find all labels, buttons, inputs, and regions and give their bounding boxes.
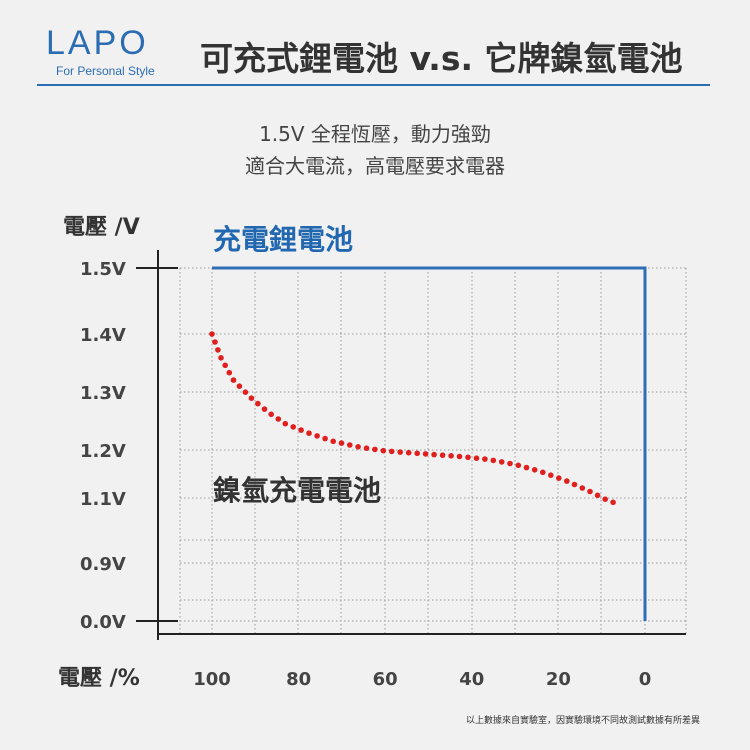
series-nimh-point <box>540 469 546 476</box>
series-nimh-point <box>209 331 215 337</box>
series-nimh-point <box>222 362 228 369</box>
series-nimh-point <box>372 446 378 453</box>
y-tick-label: 1.5V <box>80 259 126 280</box>
series-nimh-point <box>448 453 454 459</box>
x-tick-label: 60 <box>373 669 398 690</box>
series-nimh-point <box>602 496 608 503</box>
series-nimh-point <box>473 455 480 462</box>
header-divider <box>37 84 710 86</box>
series-nimh-point <box>261 406 268 412</box>
chart-labels: 電壓 /V 電壓 /% 充電鋰電池 鎳氫充電電池 1.5V 1.4V 1.3V 1.2… <box>58 215 651 691</box>
footnote: 以上數據來自實驗室，因實驗環境不同故測試數據有所差異 <box>465 716 700 726</box>
series-nimh-point <box>531 467 538 473</box>
series-nimh-point <box>338 440 345 446</box>
y-tick-label: 1.3V <box>80 383 126 404</box>
x-tick-label: 80 <box>286 669 311 690</box>
series-label-nimh: 鎳氫充電電池 <box>213 474 381 507</box>
chart-axes <box>136 250 686 640</box>
series-lithium-line <box>212 266 647 621</box>
series-nimh-point <box>515 462 522 469</box>
series-nimh-point <box>314 433 320 439</box>
lapo-logo: LAPO For Personal Style <box>46 24 186 80</box>
series-nimh-point <box>431 451 437 458</box>
series-nimh-point <box>242 389 249 396</box>
series-nimh-point <box>490 457 497 464</box>
x-tick-label: 20 <box>546 669 571 690</box>
series-nimh-point <box>414 450 421 457</box>
series-nimh-point <box>226 369 233 376</box>
series-nimh-point <box>347 442 353 448</box>
y-axis-title: 電壓 /V <box>63 215 140 240</box>
x-axis-title: 電壓 /% <box>58 666 140 691</box>
series-nimh-point <box>405 449 412 456</box>
series-nimh-point <box>230 377 237 383</box>
series-nimh-point <box>322 435 328 442</box>
x-tick-label: 100 <box>193 669 231 690</box>
series-nimh-point <box>465 454 471 461</box>
series-nimh-point <box>482 456 488 462</box>
series-nimh-point <box>255 400 261 407</box>
x-tick-label: 40 <box>459 669 484 690</box>
y-tick-label: 1.1V <box>80 489 126 510</box>
subtitle-line-2: 適合大電流，高電壓要求電器 <box>245 154 505 178</box>
series-nimh-point <box>594 492 601 499</box>
series-label-lithium: 充電鋰電池 <box>213 223 353 256</box>
series-nimh-point <box>571 481 578 488</box>
y-tick-label: 0.9V <box>80 554 126 575</box>
chart-series <box>209 266 647 621</box>
series-nimh-point <box>422 451 429 457</box>
series-nimh-point <box>268 411 275 418</box>
series-nimh-point <box>275 416 282 422</box>
series-nimh-point <box>556 475 562 481</box>
series-nimh-point <box>290 424 297 430</box>
subtitle-line-1: 1.5V 全程恆壓，動力強勁 <box>259 122 491 146</box>
series-nimh-point <box>298 427 304 433</box>
series-nimh-point <box>564 478 570 484</box>
series-nimh-point <box>610 499 616 506</box>
series-nimh-point <box>456 453 463 460</box>
y-tick-label: 0.0V <box>80 612 126 633</box>
series-nimh-point <box>212 339 218 345</box>
y-tick-label: 1.2V <box>80 441 126 462</box>
series-nimh-point <box>439 452 446 459</box>
series-nimh-point <box>330 438 337 445</box>
series-nimh-point <box>388 448 395 455</box>
y-tick-label: 1.4V <box>80 325 126 346</box>
series-nimh-point <box>523 464 530 471</box>
chart-grid <box>179 267 687 635</box>
series-nimh-point <box>548 472 554 479</box>
page-title: 可充式鋰電池 v.s. 它牌鎳氫電池 <box>200 39 683 78</box>
series-nimh-point <box>507 460 513 467</box>
logo-tagline: For Personal Style <box>56 64 155 78</box>
series-nimh-point <box>380 447 387 454</box>
series-nimh-point <box>363 445 370 452</box>
series-nimh-point <box>215 347 221 353</box>
series-nimh-point <box>306 430 312 437</box>
series-nimh-point <box>397 449 404 455</box>
series-nimh-point <box>498 459 505 465</box>
series-nimh-point <box>355 444 361 450</box>
series-nimh-point <box>579 485 586 491</box>
x-tick-label: 0 <box>639 669 652 690</box>
series-nimh-point <box>236 383 243 390</box>
series-nimh-point <box>282 420 289 427</box>
series-nimh-point <box>248 395 255 402</box>
series-nimh-point <box>218 355 224 361</box>
series-nimh-point <box>587 488 593 495</box>
logo-text: LAPO <box>46 24 149 62</box>
header: LAPO For Personal Style 可充式鋰電池 v.s. 它牌鎳氫… <box>0 0 750 90</box>
